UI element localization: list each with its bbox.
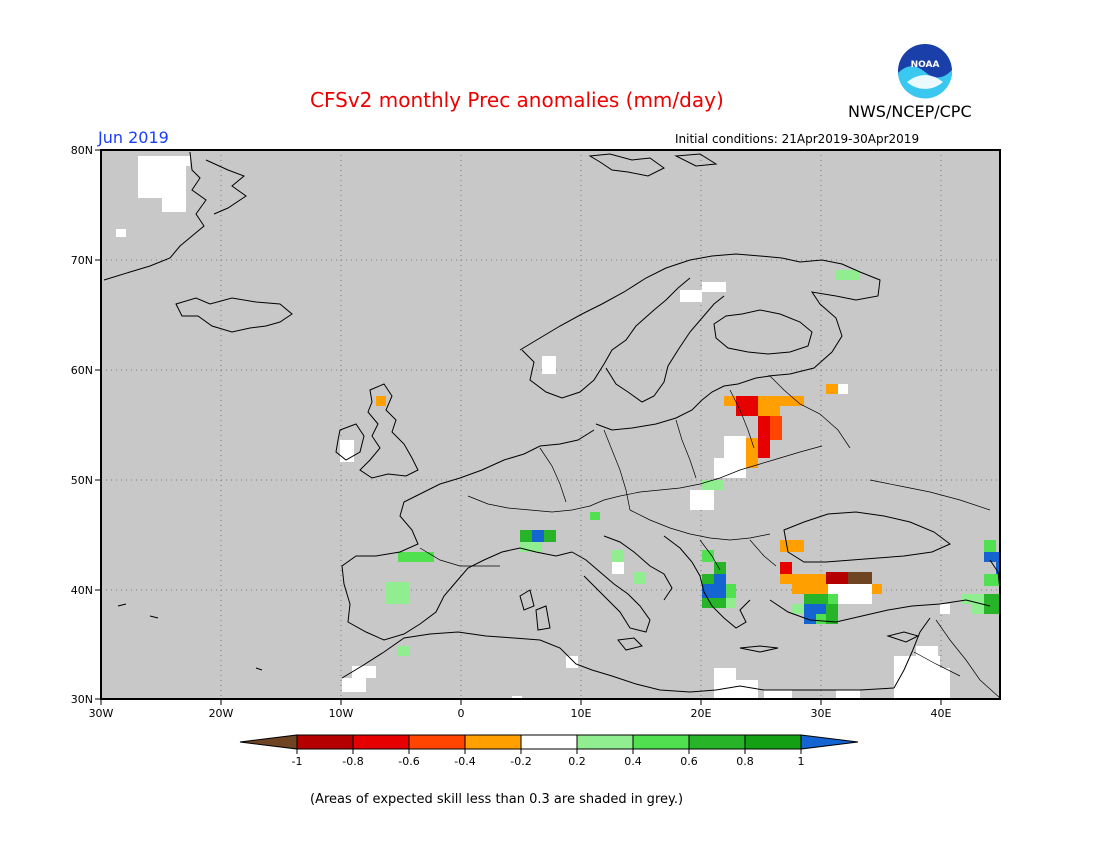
agency-label: NWS/NCEP/CPC [848,102,972,121]
lon-label: 10W [329,707,354,720]
colorbar-label: 1 [798,755,805,768]
lon-label: 30E [811,707,832,720]
coastlines [103,151,1001,693]
axis-ticks [95,149,942,705]
colorbar-swatch [296,734,354,750]
lat-label: 60N [71,364,93,377]
colorbar-label: 0.8 [736,755,754,768]
initial-conditions: Initial conditions: 21Apr2019-30Apr2019 [675,132,920,146]
lon-label: 20W [209,707,234,720]
map-frame [100,149,1001,700]
colorbar-label: 0.2 [568,755,586,768]
colorbar-label: -1 [292,755,303,768]
footnote: (Areas of expected skill less than 0.3 a… [310,792,684,807]
colorbar: -1 -0.8 -0.6 -0.4 -0.2 0.2 0.4 0.6 0.8 1 [239,734,859,768]
lat-label: 40N [71,584,93,597]
lon-label: 20E [691,707,712,720]
colorbar-label: -0.6 [398,755,419,768]
map-title: CFSv2 monthly Prec anomalies (mm/day) [310,88,724,112]
lon-label: 10E [571,707,592,720]
latitude-labels: 80N 70N 60N 50N 40N 30N [71,144,93,706]
noaa-logo: NOAA [898,44,953,99]
colorbar-swatch [352,734,410,750]
colorbar-swatch [632,734,690,750]
political-borders [419,375,1001,699]
anomaly-cells [116,156,1000,699]
lon-label: 30W [89,707,114,720]
colorbar-label: -0.4 [454,755,475,768]
colorbar-swatch [408,734,466,750]
colorbar-label: -0.8 [342,755,363,768]
lon-label: 0 [458,707,465,720]
colorbar-swatch [464,734,522,750]
noaa-logo-text: NOAA [911,60,940,70]
colorbar-swatch [520,734,578,750]
lat-label: 80N [71,144,93,157]
colorbar-swatch [688,734,746,750]
lat-label: 30N [71,693,93,706]
lat-label: 70N [71,254,93,267]
forecast-month: Jun 2019 [98,128,169,147]
longitude-labels: 30W 20W 10W 0 10E 20E 30E 40E [89,707,952,720]
colorbar-label: 0.4 [624,755,642,768]
lon-label: 40E [931,707,952,720]
colorbar-swatch [576,734,634,750]
colorbar-high-arrow [800,734,859,750]
colorbar-label: -0.2 [510,755,531,768]
colorbar-swatch [744,734,802,750]
colorbar-low-arrow [239,734,298,750]
lat-label: 50N [71,474,93,487]
map-background [101,150,1000,699]
colorbar-label: 0.6 [680,755,698,768]
